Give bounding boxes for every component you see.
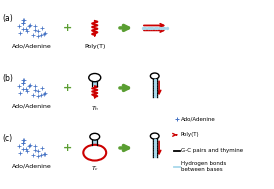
Circle shape [150, 133, 159, 139]
FancyBboxPatch shape [153, 139, 157, 157]
FancyBboxPatch shape [92, 140, 97, 145]
Text: Ado/Adenine: Ado/Adenine [12, 44, 52, 49]
Circle shape [90, 133, 100, 140]
Text: Ado/Adenine: Ado/Adenine [12, 164, 52, 169]
Text: Ado/Adenine: Ado/Adenine [12, 104, 52, 109]
Text: G-C pairs and thymine: G-C pairs and thymine [181, 148, 243, 153]
Text: +: + [63, 143, 72, 153]
FancyBboxPatch shape [153, 79, 157, 97]
FancyBboxPatch shape [92, 82, 97, 86]
Text: Hydrogen bonds
between bases: Hydrogen bonds between bases [181, 161, 226, 172]
Text: +: + [63, 23, 72, 33]
Text: (b): (b) [2, 74, 13, 83]
Text: (a): (a) [2, 14, 13, 23]
Text: Poly(T): Poly(T) [181, 132, 199, 137]
Text: (c): (c) [2, 134, 12, 143]
Circle shape [150, 73, 159, 79]
Text: $T_h$: $T_h$ [91, 104, 99, 113]
Text: Poly(T): Poly(T) [84, 44, 105, 49]
Text: Ado/Adenine: Ado/Adenine [181, 116, 215, 121]
Text: $T_c$: $T_c$ [91, 164, 99, 173]
Text: +: + [63, 83, 72, 93]
Circle shape [89, 74, 101, 82]
